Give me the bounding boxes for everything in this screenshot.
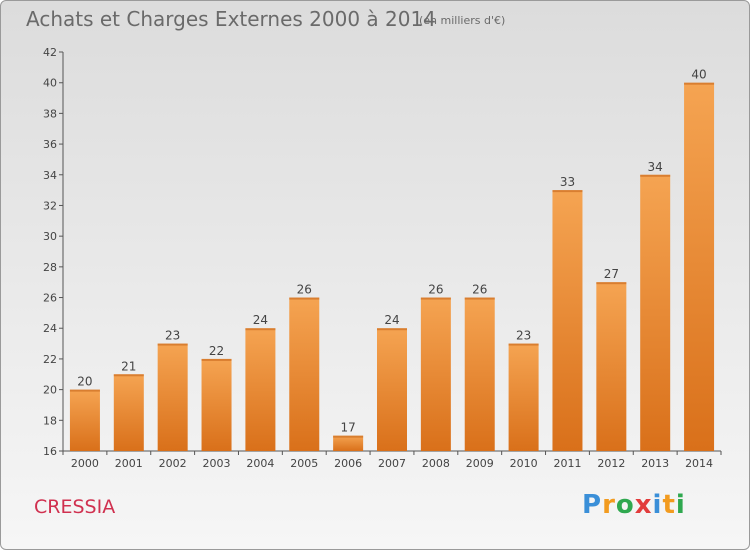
bar — [333, 435, 364, 451]
x-tick-label: 2005 — [290, 457, 318, 470]
bar — [640, 174, 671, 451]
bar-top-edge — [113, 374, 144, 377]
y-tick-label: 34 — [43, 169, 57, 182]
data-label: 17 — [340, 421, 355, 435]
data-label: 26 — [472, 283, 487, 297]
bar — [508, 343, 539, 451]
bar — [113, 374, 144, 451]
data-label: 24 — [253, 313, 268, 327]
x-tick-label: 2006 — [334, 457, 362, 470]
bar — [201, 358, 232, 451]
bar — [245, 328, 276, 451]
y-tick-label: 16 — [43, 445, 57, 458]
x-tick-label: 2007 — [378, 457, 406, 470]
axes: 16 18 20 22 24 26 28 30 32 34 36 38 40 42 — [43, 46, 722, 458]
x-tick-label: 2010 — [510, 457, 538, 470]
y-tick-label: 40 — [43, 77, 57, 90]
data-label: 23 — [165, 329, 180, 343]
x-tick-label: 2002 — [159, 457, 187, 470]
bar — [69, 389, 100, 451]
y-tick-label: 26 — [43, 292, 57, 305]
bar-top-edge — [245, 328, 276, 331]
x-tick-label: 2001 — [115, 457, 143, 470]
bar — [596, 282, 627, 451]
bar-top-edge — [684, 82, 715, 85]
logo-letter: o — [615, 490, 635, 520]
x-tick-label: 2012 — [597, 457, 625, 470]
labels: 20 2000 21 2001 23 2002 22 2003 24 2004 26 2005 17 20… — [71, 68, 713, 470]
bar-top-edge — [640, 174, 671, 177]
bar — [377, 328, 407, 451]
bar-top-edge — [420, 297, 451, 300]
x-tick-label: 2003 — [203, 457, 231, 470]
bar-top-edge — [508, 343, 539, 346]
bar-top-edge — [596, 282, 627, 285]
bar-top-edge — [157, 343, 188, 346]
bar-top-edge — [464, 297, 495, 300]
logo-letter: r — [602, 490, 616, 520]
bars — [69, 82, 715, 451]
bar-top-edge — [69, 389, 100, 392]
y-tick-label: 22 — [43, 353, 57, 366]
x-tick-label: 2013 — [641, 457, 669, 470]
y-tick-label: 20 — [43, 384, 57, 397]
y-tick-label: 30 — [43, 230, 57, 243]
bar — [420, 297, 451, 451]
logo-letter: i — [652, 490, 663, 520]
bar-top-edge — [333, 435, 364, 438]
y-tick-label: 42 — [43, 46, 57, 59]
bar-top-edge — [201, 358, 232, 361]
data-label: 26 — [428, 283, 443, 297]
bar-top-edge — [289, 297, 320, 300]
y-tick-label: 28 — [43, 261, 57, 274]
x-tick-label: 2014 — [685, 457, 713, 470]
bar — [464, 297, 495, 451]
bar — [552, 190, 583, 451]
bar — [684, 82, 715, 451]
bar-top-edge — [552, 190, 583, 193]
data-label: 24 — [384, 313, 399, 327]
data-label: 20 — [77, 375, 92, 389]
place-name: CRESSIA — [34, 496, 116, 518]
chart-title: Achats et Charges Externes 2000 à 2014 — [26, 7, 436, 31]
data-label: 22 — [209, 344, 224, 358]
y-tick-label: 32 — [43, 199, 57, 212]
bar-top-edge — [377, 328, 407, 331]
x-tick-label: 2009 — [466, 457, 494, 470]
data-label: 33 — [560, 175, 575, 189]
data-label: 40 — [691, 68, 706, 82]
chart-subtitle: (en milliers d'€) — [419, 14, 506, 27]
logo-letter: t — [662, 490, 676, 520]
x-tick-label: 2004 — [246, 457, 274, 470]
x-tick-label: 2008 — [422, 457, 450, 470]
data-label: 26 — [297, 283, 312, 297]
logo-letter: i — [675, 490, 686, 520]
logo-letter: x — [634, 490, 653, 520]
y-tick-label: 24 — [43, 322, 57, 335]
logo-letter: P — [582, 490, 603, 520]
x-tick-label: 2011 — [553, 457, 581, 470]
bar — [289, 297, 320, 451]
proxiti-logo: Proxiti — [582, 490, 686, 520]
y-tick-label: 18 — [43, 414, 57, 427]
data-label: 23 — [516, 329, 531, 343]
y-tick-label: 38 — [43, 107, 57, 120]
x-tick-label: 2000 — [71, 457, 99, 470]
data-label: 27 — [604, 267, 619, 281]
bar — [157, 343, 188, 451]
data-label: 21 — [121, 359, 136, 373]
data-label: 34 — [648, 160, 663, 174]
y-tick-label: 36 — [43, 138, 57, 151]
